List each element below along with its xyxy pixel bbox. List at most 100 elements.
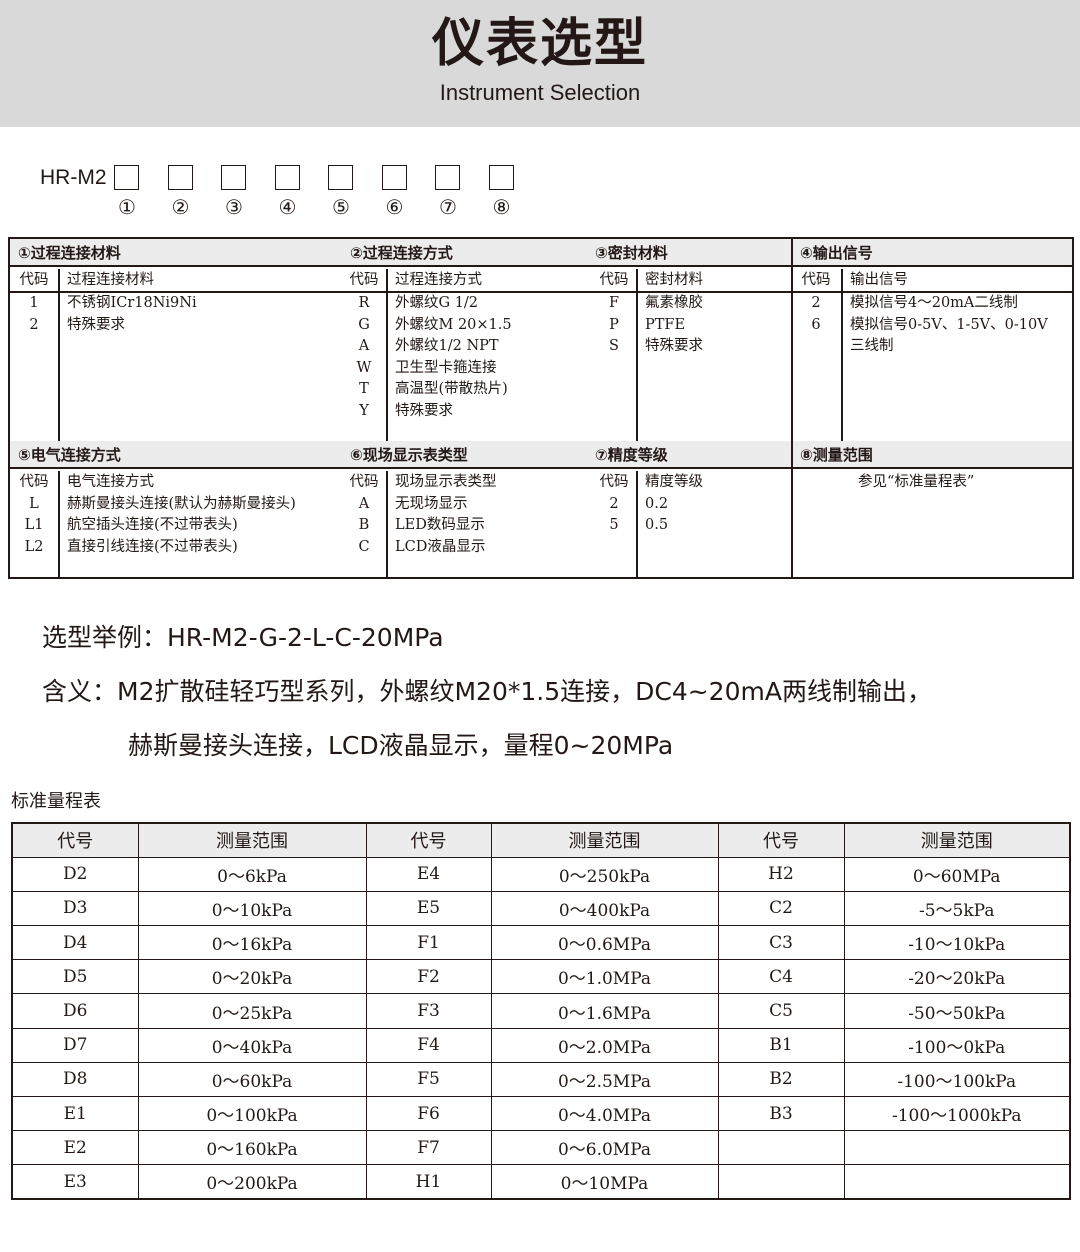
option-desc: 0.2 xyxy=(645,495,669,512)
position-box xyxy=(274,165,300,190)
desc-header: 精度等级 xyxy=(645,474,703,490)
option-desc: LCD液晶显示 xyxy=(395,538,486,555)
code-cell: C3 xyxy=(717,925,845,961)
code-cell: B3 xyxy=(717,1095,845,1132)
code-cell: D7 xyxy=(11,1027,139,1063)
code-cell xyxy=(717,1164,845,1200)
header-row-1 xyxy=(10,239,1072,267)
table-row: D5 0～20kPa F2 0～1.0MPa C4 -20～20kPa xyxy=(11,959,1071,995)
table-row: D7 0～40kPa F4 0～2.0MPa B1 -100～0kPa xyxy=(11,1027,1071,1063)
option-desc: 三线制 xyxy=(850,338,894,354)
position-number: ③ xyxy=(225,195,243,219)
range-cell: 0～4.0MPa xyxy=(490,1095,719,1132)
option-desc: 氟素橡胶 xyxy=(645,295,703,311)
range-cell: 0～60kPa xyxy=(137,1061,367,1098)
desc-header: 输出信号 xyxy=(850,272,908,288)
column-header: 代号 xyxy=(717,822,845,858)
position-box xyxy=(167,165,193,190)
position-number: ⑤ xyxy=(332,195,350,219)
example-meaning-cont: 赫斯曼接头连接，LCD液晶显示，量程0~20MPa xyxy=(128,731,674,760)
option-code: F xyxy=(608,295,620,311)
table-row: E2 0～160kPa F7 0～6.0MPa xyxy=(11,1130,1071,1166)
divider xyxy=(386,269,388,441)
table-row: E1 0～100kPa F6 0～4.0MPa B3 -100～1000kPa xyxy=(11,1095,1071,1132)
option-code: 1 xyxy=(29,295,39,311)
desc-header: 过程连接方式 xyxy=(395,272,482,288)
code-cell: F3 xyxy=(365,993,492,1029)
range-cell: 0～40kPa xyxy=(137,1027,367,1063)
position-number: ① xyxy=(118,195,136,219)
option-code: 6 xyxy=(811,316,821,333)
option-code: A xyxy=(358,495,370,512)
range-cell: 0～200kPa xyxy=(137,1164,367,1200)
option-code: 5 xyxy=(609,517,619,533)
option-desc: 不锈钢ICr18Ni9Ni xyxy=(67,295,197,311)
code-cell xyxy=(717,1130,845,1166)
section-title: ⑥现场显示表类型 xyxy=(350,446,468,464)
code-cell: D6 xyxy=(11,993,139,1029)
column-header: 代号 xyxy=(11,822,139,858)
option-code: S xyxy=(609,338,619,354)
table-row: E3 0～200kPa H1 0～10MPa xyxy=(11,1164,1071,1200)
position-box xyxy=(488,165,514,190)
range-cell: 0～250kPa xyxy=(490,856,719,892)
section-title: ①过程连接材料 xyxy=(18,244,121,262)
model-prefix: HR-M2 xyxy=(40,166,107,189)
code-cell: D8 xyxy=(11,1061,139,1098)
code-cell: C5 xyxy=(717,993,845,1029)
code-cell: D4 xyxy=(11,925,139,961)
range-cell: 0～2.0MPa xyxy=(490,1027,719,1063)
range-cell: 0～16kPa xyxy=(137,925,367,961)
option-code: L2 xyxy=(24,538,44,555)
range-cell: -100～0kPa xyxy=(843,1027,1071,1063)
column-header: 测量范围 xyxy=(490,822,719,858)
range-cell: -10～10kPa xyxy=(843,925,1071,961)
option-desc: 模拟信号0-5V、1-5V、0-10V xyxy=(850,316,1048,333)
range-cell: 0～1.6MPa xyxy=(490,993,719,1029)
table-row: D8 0～60kPa F5 0～2.5MPa B2 -100～100kPa xyxy=(11,1061,1071,1098)
position-number: ⑧ xyxy=(492,195,511,219)
selection-table: ①过程连接材料 代码 过程连接材料 1 不锈钢ICr18Ni9Ni 2 特殊要求 ②过程连接方… xyxy=(8,237,1074,579)
range-cell: 0～1.0MPa xyxy=(490,959,719,995)
divider xyxy=(636,471,638,579)
code-cell: F6 xyxy=(365,1095,492,1132)
section-title: ⑦精度等级 xyxy=(595,446,668,464)
section-note: 参见“标准量程表” xyxy=(858,474,975,490)
code-cell: F2 xyxy=(365,959,492,995)
option-code: G xyxy=(358,316,370,333)
code-cell: E1 xyxy=(11,1095,139,1132)
option-desc: 赫斯曼接头连接(默认为赫斯曼接头) xyxy=(67,495,296,512)
column-header: 测量范围 xyxy=(137,822,367,858)
range-cell: 0～6.0MPa xyxy=(490,1130,719,1166)
position-box xyxy=(114,165,139,190)
option-code: R xyxy=(358,295,370,311)
desc-header: 密封材料 xyxy=(645,272,703,288)
section-title: ③密封材料 xyxy=(595,244,668,262)
code-cell: D3 xyxy=(11,890,139,927)
code-cell: E4 xyxy=(365,856,492,892)
option-desc: 模拟信号4～20mA二线制 xyxy=(850,295,1018,311)
desc-header: 现场显示表类型 xyxy=(395,474,497,490)
range-cell: 0～60MPa xyxy=(843,856,1071,892)
range-cell: 0～10kPa xyxy=(137,890,367,927)
section-title: ⑤电气连接方式 xyxy=(18,446,121,464)
range-cell: 0～6kPa xyxy=(137,856,367,892)
position-box xyxy=(328,165,353,190)
code-cell: E3 xyxy=(11,1164,139,1200)
option-desc: PTFE xyxy=(645,316,686,333)
title-banner: 仪表选型 Instrument Selection xyxy=(0,0,1080,127)
divider xyxy=(636,269,638,441)
code-cell: C2 xyxy=(717,890,845,927)
range-cell: 0～0.6MPa xyxy=(490,925,719,961)
range-cell: -5～5kPa xyxy=(843,890,1071,927)
code-header: 代码 xyxy=(19,474,49,490)
table-row: D3 0～10kPa E5 0～400kPa C2 -5～5kPa xyxy=(11,890,1071,927)
option-desc: 特殊要求 xyxy=(645,338,703,354)
option-code: B xyxy=(358,517,370,533)
option-desc: 外螺纹M 20×1.5 xyxy=(395,316,512,333)
column-header: 测量范围 xyxy=(843,822,1071,858)
header-row-2 xyxy=(10,441,1072,469)
section-title: ⑧测量范围 xyxy=(800,446,873,464)
example-model: 选型举例：HR-M2-G-2-L-C-20MPa xyxy=(42,623,444,652)
option-code: T xyxy=(359,381,369,397)
